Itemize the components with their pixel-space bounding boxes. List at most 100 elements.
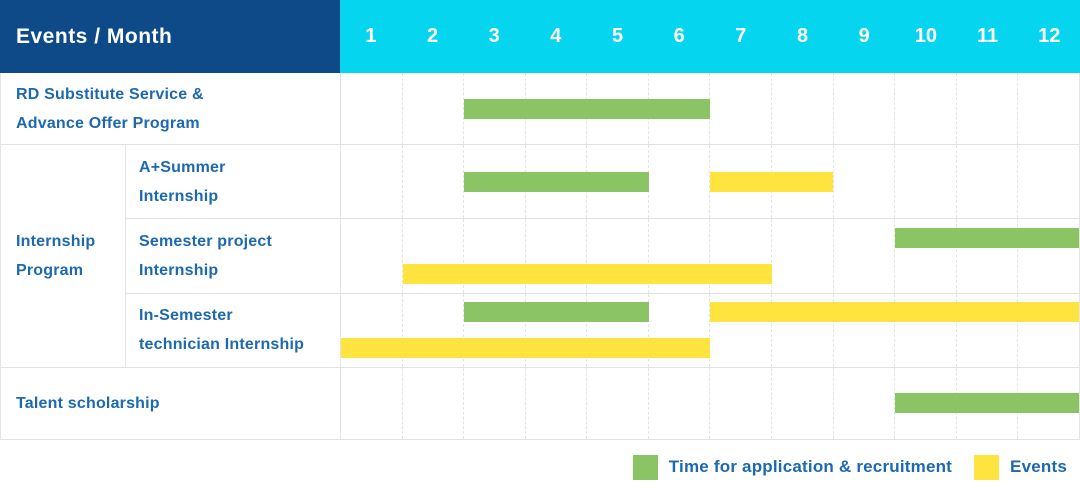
month-gridline-column [955, 293, 1018, 367]
bar-lane [341, 330, 1079, 367]
month-gridline-column [771, 219, 833, 293]
month-gridline-column [771, 73, 833, 145]
gantt-table: Events / Month 1 2 3 4 5 6 7 8 9 10 11 12 RD Substi… [0, 0, 1080, 440]
month-gridline-column [832, 219, 895, 293]
row-label-talent-scholarship: Talent scholarship [16, 394, 160, 412]
application-bar [464, 171, 649, 192]
month-header-cell-4: 4 [550, 25, 562, 47]
month-gridline-column [894, 293, 956, 367]
month-gridline-column [771, 293, 833, 367]
month-gridline-column [586, 293, 648, 367]
month-gridline-column [524, 293, 587, 367]
month-gridline-column [832, 73, 895, 145]
row-label-semester-project-internship: Semester project [139, 233, 273, 250]
event-bar [402, 264, 772, 285]
table-row-talent-scholarship: Talent scholarship [1, 367, 1079, 440]
month-gridline-column [894, 73, 956, 145]
bar-lane [341, 368, 1079, 439]
month-gridline-column [709, 219, 771, 293]
legend-label-event: Events [1010, 457, 1067, 476]
month-gridline-column [1017, 73, 1079, 145]
month-grid [341, 219, 1079, 293]
bar-lane [341, 73, 1079, 144]
month-gridline-column [401, 219, 464, 293]
month-gridline-column [524, 367, 587, 439]
month-grid [341, 293, 1079, 367]
legend-swatch-application [632, 454, 658, 480]
row-label-a-plus-summer-internship: Internship [139, 187, 219, 205]
month-gridline-column [463, 219, 525, 293]
month-gridline-column [771, 367, 833, 439]
application-bar [464, 98, 710, 119]
month-header-cell-10: 10 [914, 25, 937, 47]
month-gridline-column [586, 367, 648, 439]
application-bar [464, 301, 649, 322]
event-bar [341, 338, 710, 359]
month-gridline-column [955, 219, 1018, 293]
month-header-cell-5: 5 [611, 25, 624, 47]
month-header-cell-9: 9 [858, 25, 870, 47]
bar-lanes [341, 73, 1079, 144]
row-label-in-semester-technician-internship: In-Semester [139, 307, 233, 325]
month-gridline-column [401, 293, 464, 367]
month-header-cell-1: 1 [365, 25, 377, 47]
month-header-cell-2: 2 [426, 25, 439, 47]
bar-lanes [341, 368, 1079, 439]
month-gridline-column [401, 367, 464, 439]
month-header-cell-12: 12 [1038, 25, 1061, 47]
group-label-internship-program: Internship Program [1, 145, 126, 367]
month-gridline-column [463, 73, 525, 145]
group-children-internship-program: A+Summer Internship Semester project Intern… [126, 145, 1079, 367]
label-cell-talent-scholarship: Talent scholarship [1, 367, 341, 439]
row-label-in-semester-technician-internship: technician Internship [139, 336, 305, 354]
legend: Time for application & recruitment Events [0, 440, 1080, 494]
month-header-cell-7: 7 [735, 25, 747, 47]
month-gridline-column [1017, 293, 1079, 367]
row-label-a-plus-summer-internship: A+Summer [139, 158, 226, 176]
bar-lanes [341, 145, 1079, 218]
month-gridline-column [524, 219, 587, 293]
row-chart-area-semester-project-internship [341, 219, 1079, 293]
month-gridline-column [1017, 219, 1079, 293]
month-gridline-column [1017, 145, 1079, 219]
month-header-cell-8: 8 [796, 25, 809, 47]
table-row-in-semester-technician-internship: In-Semester technician Internship [126, 293, 1079, 367]
bar-lanes [341, 219, 1079, 292]
sub-label-cell-a-plus-summer-internship: A+Summer Internship [126, 145, 341, 219]
sub-label-cell-in-semester-technician-internship: In-Semester technician Internship [126, 293, 341, 367]
month-gridline-column [401, 145, 464, 219]
application-bar [894, 227, 1079, 248]
table-row-a-plus-summer-internship: A+Summer Internship [126, 145, 1079, 220]
bar-lane [341, 256, 1079, 293]
event-bar [710, 171, 833, 192]
legend-item-event: Events [974, 454, 1067, 480]
month-gridline-column [709, 367, 771, 439]
gantt-body: RD Substitute Service & Advance Offer Pro… [0, 73, 1080, 440]
month-gridline-column [832, 367, 895, 439]
month-header-strip: 1 2 3 4 5 6 7 8 9 10 11 12 [340, 0, 1080, 73]
table-header-row: Events / Month 1 2 3 4 5 6 7 8 9 10 11 12 [0, 0, 1080, 73]
month-gridline-column [647, 293, 710, 367]
bar-lane [341, 219, 1079, 256]
group-row-internship-program: Internship Program A+Summer Internship Semes… [1, 145, 1079, 368]
legend-swatch-event [974, 454, 1000, 480]
row-label-rd-substitute-service: RD Substitute Service & [16, 85, 204, 103]
row-label-semester-project-internship: Internship [139, 262, 219, 279]
month-gridline-column [647, 367, 710, 439]
month-gridline-column [832, 293, 895, 367]
month-gridline-column [894, 145, 956, 219]
legend-item-application: Time for application & recruitment [632, 454, 953, 480]
sub-label-cell-semester-project-internship: Semester project Internship [126, 219, 341, 293]
month-gridline-column [709, 145, 771, 219]
month-gridline-column [463, 367, 525, 439]
month-header-cell-3: 3 [488, 25, 500, 47]
table-row-semester-project-internship: Semester project Internship [126, 219, 1079, 294]
month-gridline-column [709, 293, 771, 367]
month-header-cell-11: 11 [976, 25, 999, 47]
event-bar [710, 301, 1079, 322]
label-cell-rd-substitute-service: RD Substitute Service & Advance Offer Pro… [1, 73, 341, 145]
month-header-cell-6: 6 [673, 25, 685, 47]
month-gridline-column [955, 73, 1018, 145]
month-gridline-column [586, 219, 648, 293]
legend-label-application: Time for application & recruitment [668, 457, 953, 476]
